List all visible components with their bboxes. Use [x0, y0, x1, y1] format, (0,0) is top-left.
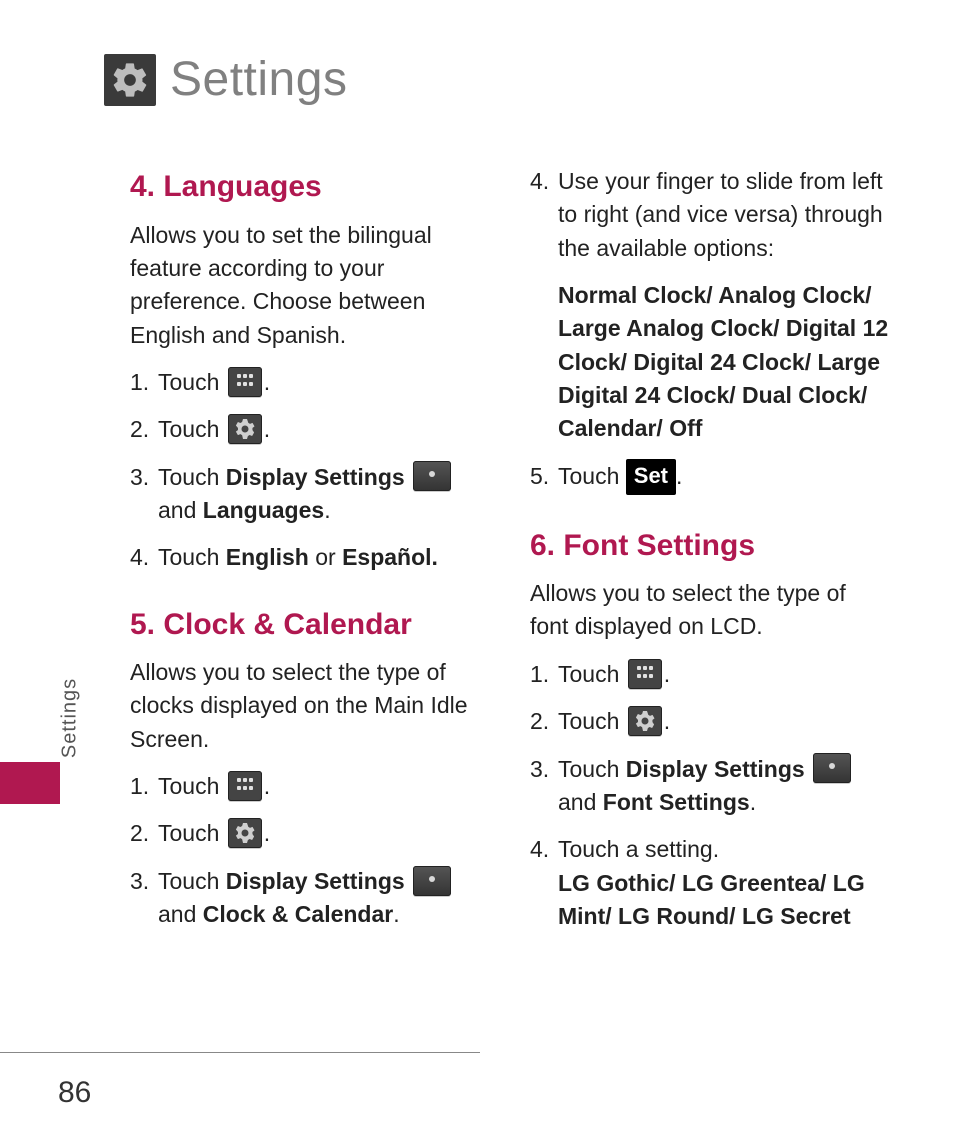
clock-step-5: Touch Set.: [530, 460, 890, 496]
clock-step-4: Use your finger to slide from left to ri…: [530, 165, 890, 265]
apps-menu-icon: [628, 659, 662, 689]
languages-step-2: Touch .: [130, 413, 490, 446]
languages-step-1: Touch .: [130, 366, 490, 399]
clock-steps-left: Touch . Touch . Touch Display Settings: [130, 770, 490, 931]
section-clock-intro: Allows you to select the type of clocks …: [130, 656, 490, 756]
left-column: 4. Languages Allows you to set the bilin…: [130, 165, 490, 947]
apps-menu-icon: [228, 771, 262, 801]
clock-step-2: Touch .: [130, 817, 490, 850]
clock-step-1: Touch .: [130, 770, 490, 803]
section-languages-intro: Allows you to set the bilingual feature …: [130, 219, 490, 352]
section-font-heading: 6. Font Settings: [530, 524, 890, 568]
right-column: Use your finger to slide from left to ri…: [530, 165, 890, 947]
font-step-2: Touch .: [530, 705, 890, 738]
footer-rule: [0, 1052, 480, 1053]
display-tools-icon: [413, 866, 451, 896]
section-clock-heading: 5. Clock & Calendar: [130, 603, 490, 647]
font-step-4: Touch a setting. LG Gothic/ LG Greentea/…: [530, 833, 890, 933]
side-tab-bar: [0, 762, 60, 804]
settings-gear-icon: [228, 818, 262, 848]
page-number: 86: [58, 1076, 91, 1110]
side-tab-label: Settings: [59, 678, 82, 758]
settings-gear-icon: [228, 414, 262, 444]
side-tab: Settings: [0, 632, 60, 804]
page-title: Settings: [170, 52, 347, 107]
clock-steps-right: Use your finger to slide from left to ri…: [530, 165, 890, 265]
display-tools-icon: [413, 461, 451, 491]
languages-step-3: Touch Display Settings and Languages.: [130, 461, 490, 528]
languages-steps: Touch . Touch . Touch Display Settings: [130, 366, 490, 575]
font-step-3: Touch Display Settings and Font Settings…: [530, 753, 890, 820]
font-steps: Touch . Touch . Touch Display Settings: [530, 658, 890, 933]
languages-step-4: Touch English or Español.: [130, 541, 490, 574]
display-tools-icon: [813, 753, 851, 783]
set-button: Set: [626, 459, 676, 495]
settings-gear-icon: [104, 54, 156, 106]
clock-options: Normal Clock/ Analog Clock/ Large Analog…: [530, 279, 890, 446]
page: Settings Settings 4. Languages Allows yo…: [0, 0, 954, 1145]
content-columns: 4. Languages Allows you to set the bilin…: [130, 165, 920, 947]
section-languages-heading: 4. Languages: [130, 165, 490, 209]
clock-step-3: Touch Display Settings and Clock & Calen…: [130, 865, 490, 932]
settings-gear-icon: [628, 706, 662, 736]
font-step-1: Touch .: [530, 658, 890, 691]
apps-menu-icon: [228, 367, 262, 397]
section-font-intro: Allows you to select the type of font di…: [530, 577, 890, 644]
clock-steps-right-2: Touch Set.: [530, 460, 890, 496]
page-header: Settings: [104, 52, 347, 107]
